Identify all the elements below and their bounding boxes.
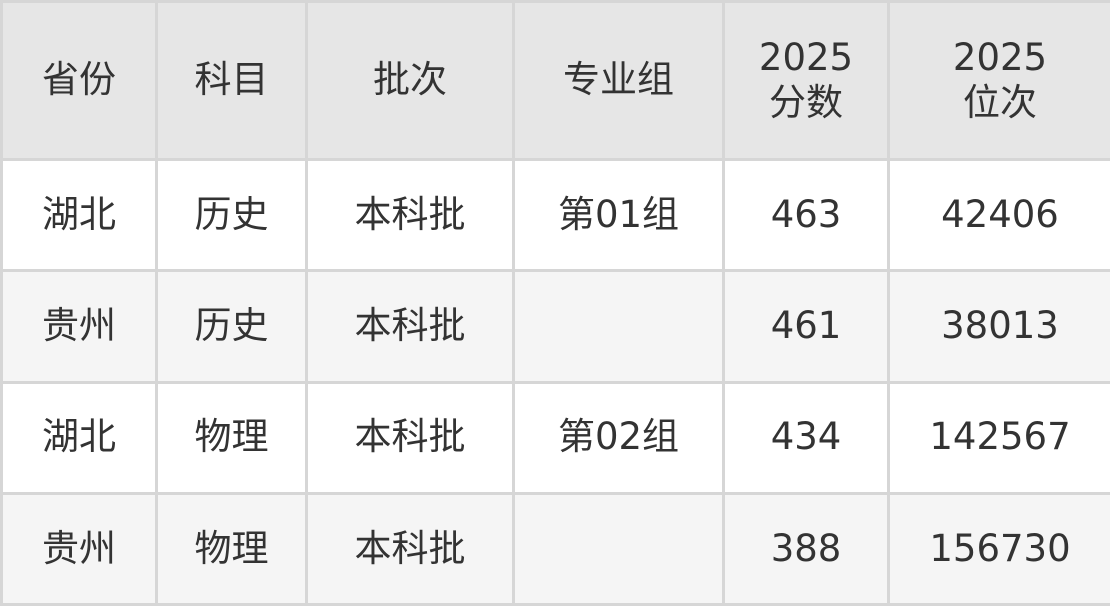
cell-major-group: 第01组 bbox=[512, 157, 725, 273]
cell-rank-2025: 38013 bbox=[887, 269, 1110, 384]
header-line: 2025 bbox=[952, 36, 1048, 80]
cell-batch: 本科批 bbox=[305, 269, 515, 384]
table-body: 湖北 历史 本科批 第01组 463 42406 贵州 历史 本科批 461 38013 湖北 物理 本科… bbox=[0, 157, 1110, 606]
cell-province: 湖北 bbox=[0, 157, 158, 273]
header-score-2025: 2025 分数 bbox=[722, 0, 890, 161]
header-line: 分数 bbox=[769, 80, 843, 124]
table-row: 贵州 历史 本科批 461 38013 bbox=[0, 269, 1110, 384]
cell-subject: 物理 bbox=[155, 380, 308, 495]
cell-province: 贵州 bbox=[0, 269, 158, 384]
cell-subject: 历史 bbox=[155, 269, 308, 384]
header-line: 批次 bbox=[373, 58, 447, 102]
cell-rank-2025: 142567 bbox=[887, 380, 1110, 495]
header-line: 专业组 bbox=[563, 58, 674, 102]
header-line: 2025 bbox=[758, 36, 854, 80]
cell-score-2025: 434 bbox=[722, 380, 890, 495]
cell-major-group: 第02组 bbox=[512, 380, 725, 495]
header-line: 位次 bbox=[963, 80, 1037, 124]
cell-province: 湖北 bbox=[0, 380, 158, 495]
cell-rank-2025: 156730 bbox=[887, 491, 1110, 606]
cell-score-2025: 388 bbox=[722, 491, 890, 606]
cell-rank-2025: 42406 bbox=[887, 157, 1110, 273]
cell-major-group bbox=[512, 269, 725, 384]
cell-score-2025: 461 bbox=[722, 269, 890, 384]
cell-subject: 历史 bbox=[155, 157, 308, 273]
header-row: 省份 科目 批次 专业组 2025 分数 2025 位次 bbox=[0, 0, 1110, 161]
cell-province: 贵州 bbox=[0, 491, 158, 606]
cell-batch: 本科批 bbox=[305, 491, 515, 606]
header-major-group: 专业组 bbox=[512, 0, 725, 161]
header-line: 科目 bbox=[194, 58, 269, 102]
header-batch: 批次 bbox=[305, 0, 515, 161]
cell-subject: 物理 bbox=[155, 491, 308, 606]
header-line: 省份 bbox=[42, 58, 116, 102]
table-row: 湖北 物理 本科批 第02组 434 142567 bbox=[0, 380, 1110, 495]
table-row: 贵州 物理 本科批 388 156730 bbox=[0, 491, 1110, 606]
table-row: 湖北 历史 本科批 第01组 463 42406 bbox=[0, 157, 1110, 273]
cell-score-2025: 463 bbox=[722, 157, 890, 273]
cell-batch: 本科批 bbox=[305, 157, 515, 273]
header-province: 省份 bbox=[0, 0, 158, 161]
cell-batch: 本科批 bbox=[305, 380, 515, 495]
cell-major-group bbox=[512, 491, 725, 606]
header-subject: 科目 bbox=[155, 0, 308, 161]
header-rank-2025: 2025 位次 bbox=[887, 0, 1110, 161]
